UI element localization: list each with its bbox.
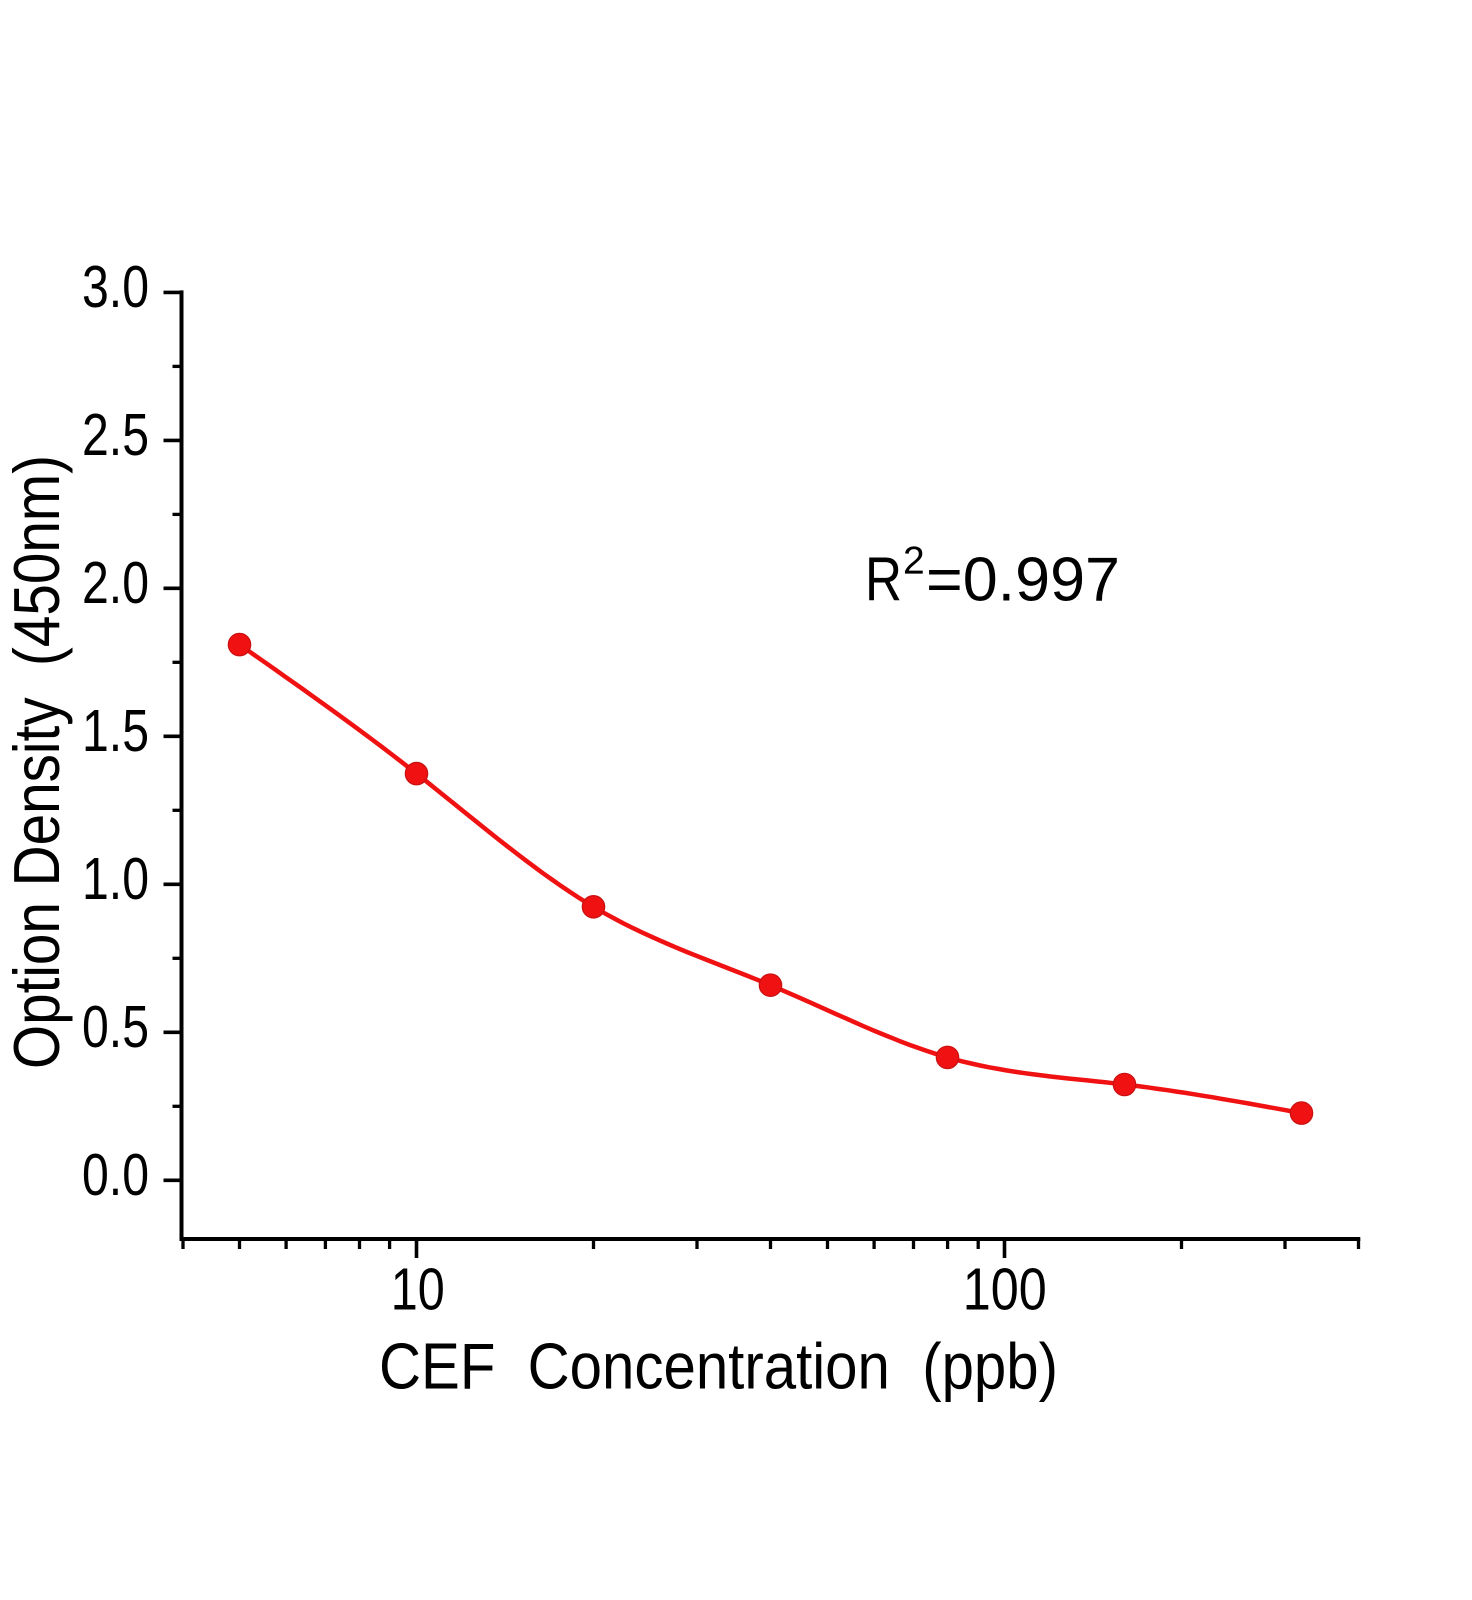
svg-text:0.5: 0.5 <box>82 994 149 1060</box>
svg-text:=0.997: =0.997 <box>926 546 1120 615</box>
svg-text:3.0: 3.0 <box>82 254 149 320</box>
svg-text:0.0: 0.0 <box>82 1142 149 1208</box>
svg-text:10: 10 <box>391 1256 445 1322</box>
svg-text:R: R <box>865 546 902 615</box>
svg-text:1.0: 1.0 <box>82 846 149 912</box>
svg-text:Option Density (450nm): Option Density (450nm) <box>0 455 73 1069</box>
svg-text:1.5: 1.5 <box>82 698 149 764</box>
svg-text:100: 100 <box>963 1256 1047 1322</box>
svg-text:CEF Concentration (ppb): CEF Concentration (ppb) <box>379 1329 1058 1402</box>
svg-text:2.0: 2.0 <box>82 550 149 616</box>
svg-text:2.5: 2.5 <box>82 402 149 468</box>
